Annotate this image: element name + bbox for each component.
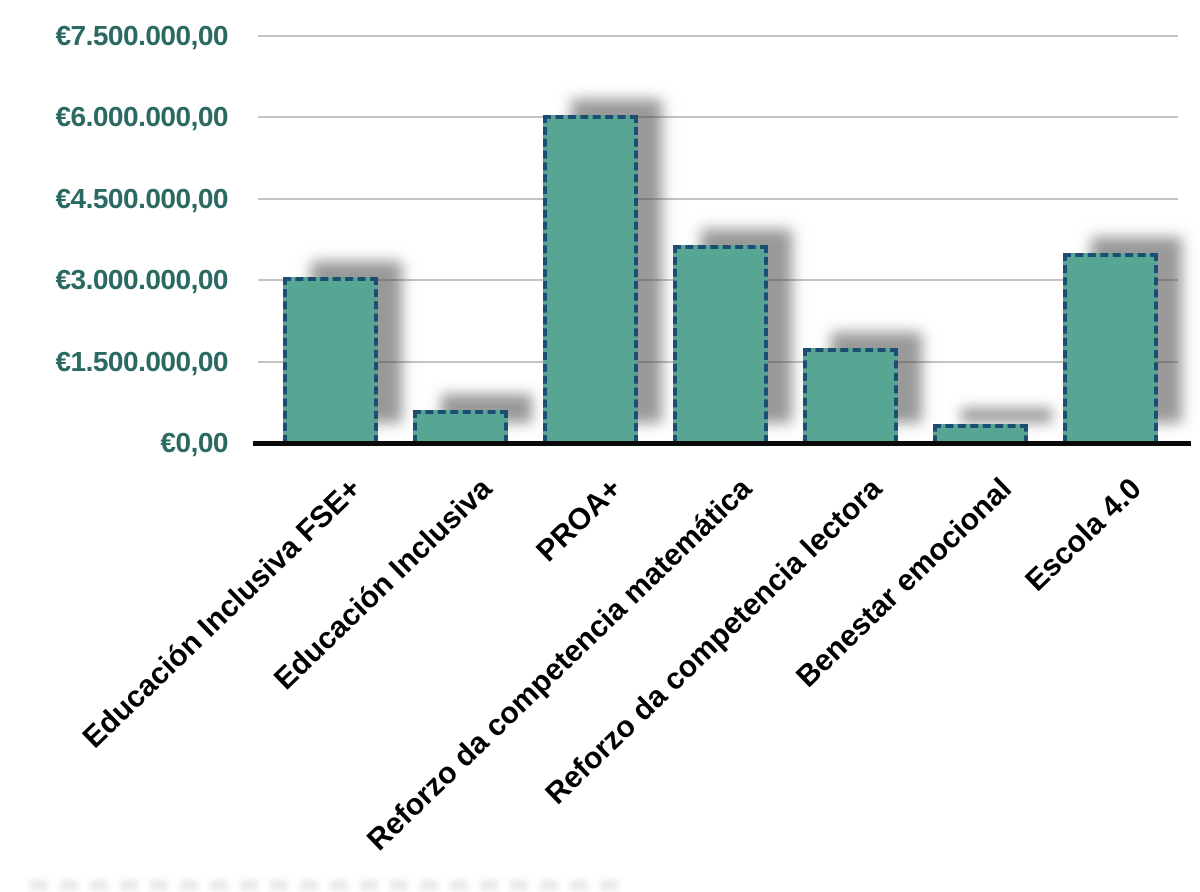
gridline-1 [258,116,1178,118]
y-tick-label-4: €1.500.000,00 [55,346,228,377]
y-tick-label-2: €4.500.000,00 [55,183,228,214]
x-tick-label-0: Educación Inclusiva FSE+ [76,472,368,755]
cropped-text-artifact [30,880,630,891]
bar-3 [673,245,768,443]
gridline-2 [258,198,1178,200]
y-tick-label-1: €6.000.000,00 [55,101,228,132]
bar-4 [803,348,898,443]
gridline-0 [258,35,1178,37]
x-tick-label-5: Benestar emocional [789,472,1018,694]
x-axis-line [253,441,1191,446]
y-tick-label-5: €0,00 [160,427,228,458]
bar-0 [283,277,378,443]
bar-2 [543,115,638,443]
y-tick-label-0: €7.500.000,00 [55,20,228,51]
x-tick-label-1: Educación Inclusiva [267,472,498,697]
bar-1 [413,410,508,443]
x-tick-label-2: PROA+ [530,472,628,569]
x-tick-label-6: Escola 4.0 [1019,472,1148,598]
bar-6 [1063,253,1158,443]
y-tick-label-3: €3.000.000,00 [55,264,228,295]
bar-5 [933,424,1028,443]
